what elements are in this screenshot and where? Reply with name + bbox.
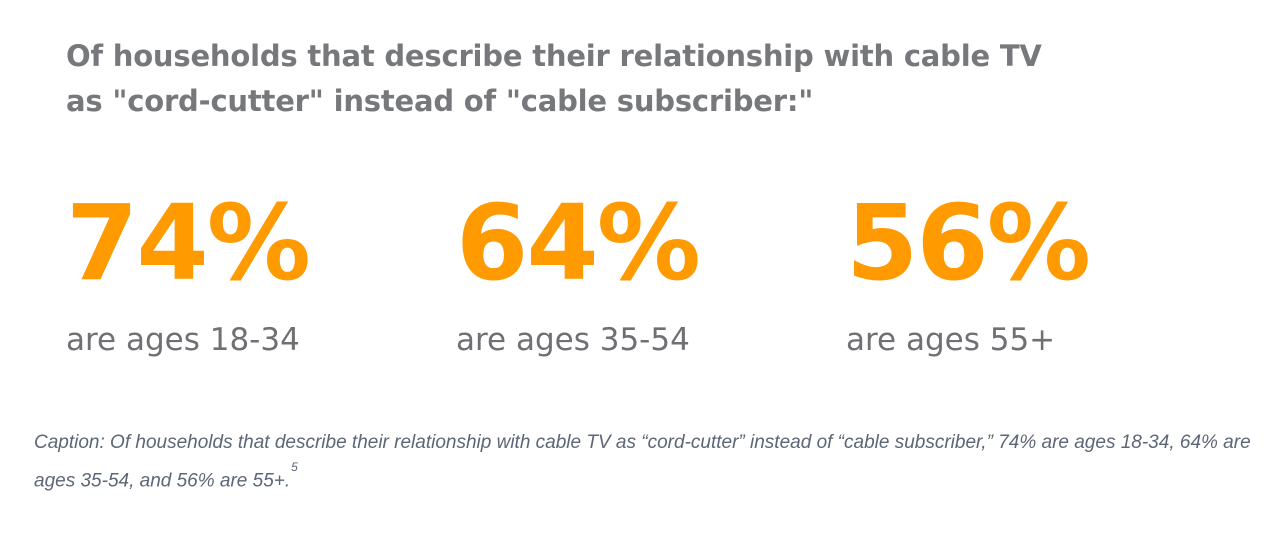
cord-cutter-infographic: Of households that describe their relati…: [66, 34, 1206, 360]
infographic-title: Of households that describe their relati…: [66, 34, 1186, 124]
stat-group: 56% are ages 55+: [846, 178, 1206, 360]
stat-group: 74% are ages 18-34: [66, 178, 426, 360]
age-percentage-stats: 74% are ages 18-34 64% are ages 35-54 56% are…: [66, 178, 1206, 360]
stat-label: are ages 55+: [846, 322, 1056, 358]
title-line-1: Of households that describe their relati…: [66, 39, 1042, 73]
stat-value: 74%: [66, 182, 311, 304]
stat-label: are ages 18-34: [66, 322, 300, 358]
stat-label: are ages 35-54: [456, 322, 690, 358]
footnote-marker: 5: [291, 460, 298, 474]
stat-group: 64% are ages 35-54: [456, 178, 816, 360]
caption: Caption: Of households that describe the…: [34, 427, 1264, 497]
stat-value: 64%: [456, 182, 701, 304]
caption-text: Caption: Of households that describe the…: [34, 432, 1251, 492]
stat-value: 56%: [846, 182, 1091, 304]
title-line-2: as "cord-cutter" instead of "cable subsc…: [66, 84, 814, 118]
